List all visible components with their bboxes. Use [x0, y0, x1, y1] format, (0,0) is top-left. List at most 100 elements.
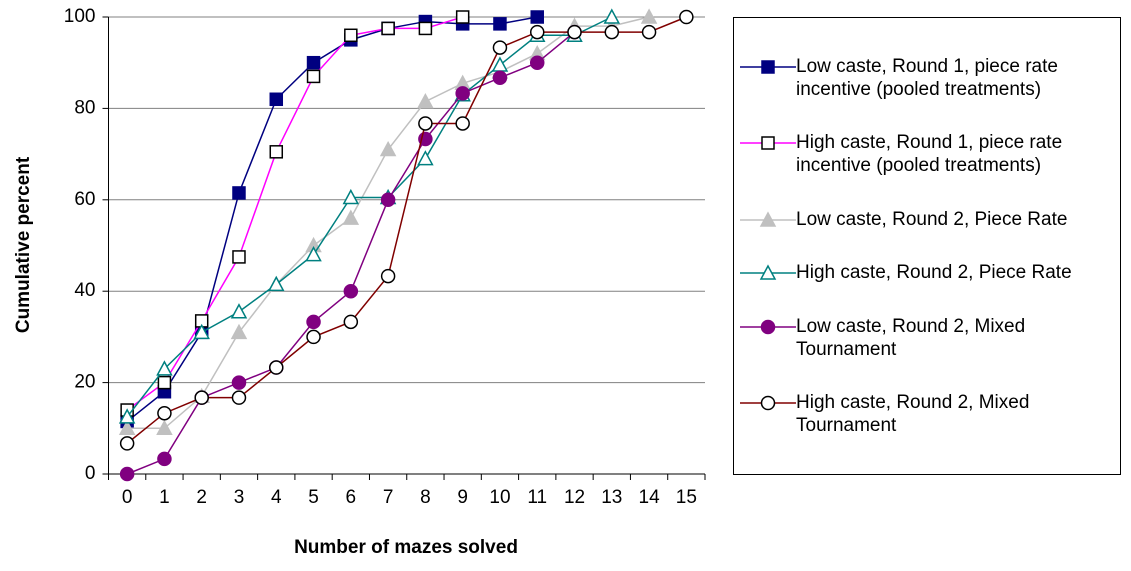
data-point — [118, 408, 136, 424]
chart: Cumulative percent Number of mazes solve… — [13, 6, 706, 558]
x-tick-label: 9 — [457, 487, 468, 508]
legend-entry: Low caste, Round 2, Mixed Tournament — [734, 315, 1120, 361]
data-point — [157, 451, 172, 467]
y-tick-label: 100 — [64, 6, 96, 27]
y-tick-label: 80 — [74, 97, 95, 118]
x-tick-label: 12 — [564, 487, 585, 508]
data-point — [231, 375, 247, 390]
legend-entry: Low caste, Round 1, piece rate incentive… — [734, 55, 1120, 101]
data-point — [231, 390, 247, 405]
y-tick-label: 60 — [74, 189, 95, 210]
x-tick-label: 11 — [527, 487, 547, 508]
data-point — [417, 150, 434, 166]
legend-key — [740, 136, 796, 150]
y-tick-label: 0 — [85, 463, 96, 484]
x-tick-label: 1 — [159, 487, 170, 508]
data-point — [232, 250, 246, 264]
data-point — [381, 21, 395, 36]
legend-entry: Low caste, Round 2, Piece Rate — [734, 208, 1120, 231]
data-point — [156, 419, 173, 436]
data-point — [343, 314, 359, 330]
data-point — [418, 21, 433, 36]
y-tick-label: 40 — [74, 280, 95, 301]
data-point — [603, 8, 621, 24]
y-tick-label: 20 — [74, 372, 95, 393]
data-point — [417, 92, 434, 109]
x-tick-label: 2 — [196, 487, 207, 508]
data-point — [156, 360, 173, 376]
data-point — [491, 56, 509, 72]
legend-label: High caste, Round 2, Mixed Tournament — [796, 392, 1030, 437]
legend-marker — [761, 59, 775, 74]
legend-label: High caste, Round 1, piece rate incentiv… — [796, 132, 1063, 177]
x-axis-title: Number of mazes solved — [294, 537, 518, 558]
legend-label: Low caste, Round 1, piece rate incentive… — [796, 55, 1058, 100]
data-point — [119, 466, 135, 482]
x-tick-label: 6 — [346, 487, 357, 508]
data-point — [194, 390, 209, 405]
legend-entry: High caste, Round 2, Piece Rate — [734, 261, 1120, 284]
data-point — [529, 55, 545, 70]
data-point — [492, 40, 508, 55]
data-point — [230, 323, 248, 340]
data-point — [232, 186, 246, 200]
legend-marker — [761, 136, 775, 150]
data-point — [380, 192, 396, 208]
data-point — [306, 329, 321, 345]
data-point — [455, 10, 470, 24]
data-point — [306, 314, 321, 330]
data-point — [418, 116, 433, 131]
data-point — [269, 92, 284, 107]
data-point — [567, 24, 582, 40]
y-axis-title: Cumulative percent — [13, 156, 34, 333]
data-point — [157, 405, 172, 421]
data-point — [268, 275, 285, 292]
legend-marker — [759, 264, 777, 280]
legend-label: Low caste, Round 2, Mixed Tournament — [796, 315, 1026, 360]
data-point — [193, 323, 210, 340]
data-point — [455, 116, 470, 131]
legend-key — [740, 211, 796, 227]
data-point — [379, 140, 397, 157]
data-point — [305, 246, 322, 262]
x-tick-label: 15 — [676, 487, 697, 508]
legend-marker — [760, 319, 776, 335]
legend-label: Low caste, Round 2, Piece Rate — [796, 208, 1068, 230]
legend-entry: High caste, Round 1, piece rate incentiv… — [734, 131, 1120, 177]
data-point — [604, 24, 620, 40]
data-point — [306, 69, 321, 84]
data-point — [230, 303, 248, 319]
data-point — [493, 17, 507, 31]
legend-marker — [759, 211, 777, 227]
legend-key — [740, 264, 796, 280]
data-point — [380, 268, 396, 284]
data-point — [492, 70, 508, 86]
x-tick-label: 8 — [420, 487, 431, 508]
data-point — [530, 10, 544, 24]
x-tick-label: 13 — [601, 487, 622, 508]
data-point — [269, 145, 284, 159]
legend-label: High caste, Round 2, Piece Rate — [796, 262, 1072, 284]
data-point — [342, 209, 360, 225]
series-line — [126, 16, 613, 418]
data-point — [118, 419, 136, 436]
data-point — [529, 24, 545, 40]
legend-key — [740, 396, 796, 411]
x-tick-label: 10 — [489, 487, 510, 508]
data-point — [306, 55, 321, 70]
x-tick-label: 4 — [271, 487, 282, 508]
data-point — [269, 360, 284, 375]
x-tick-label: 7 — [383, 487, 394, 508]
data-point — [342, 188, 360, 205]
data-point — [455, 86, 470, 101]
series-line — [126, 16, 538, 423]
data-point — [679, 9, 694, 25]
x-tick-label: 14 — [639, 487, 661, 508]
data-point — [640, 8, 658, 24]
legend-key — [740, 59, 796, 74]
x-tick-label: 3 — [234, 487, 245, 508]
data-point — [119, 436, 135, 451]
series-line — [126, 16, 463, 411]
data-point — [344, 28, 358, 43]
